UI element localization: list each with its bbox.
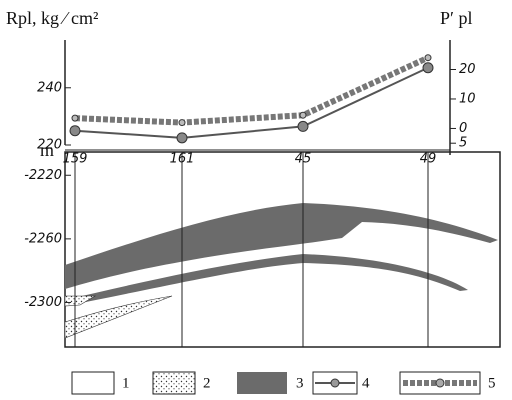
y-tick-label: 240: [37, 80, 62, 95]
series-point: [70, 126, 80, 136]
y2-tick-label: 10: [459, 91, 476, 106]
legend-label: 3: [296, 375, 304, 391]
series-line: [75, 58, 428, 123]
legend-label: 5: [488, 375, 496, 391]
y-tick-label: -2220: [24, 168, 62, 183]
legend-swatch: [237, 372, 287, 394]
series-point: [177, 133, 187, 143]
y2-tick-label: 20: [459, 62, 476, 77]
series-point: [72, 115, 78, 121]
y2-axis-title: P′ pl: [440, 8, 472, 28]
legend-swatch: [400, 372, 480, 394]
series-point: [423, 63, 433, 73]
y2-tick-label: 5: [459, 136, 467, 151]
x-tick-label: 49: [420, 152, 437, 167]
legend-label: 4: [362, 375, 370, 391]
legend-label: 1: [122, 375, 130, 391]
x-tick-label: 159: [63, 152, 88, 167]
series-point: [298, 121, 308, 131]
y2-tick-label: 0: [459, 121, 467, 136]
y-axis-title: Rpl, kg ⁄ cm²: [6, 8, 98, 28]
y-tick-label: -2300: [24, 295, 62, 310]
legend-swatch: [72, 372, 114, 394]
x-tick-label: 45: [295, 152, 312, 167]
legend-label: 2: [203, 375, 211, 391]
series-line: [75, 68, 428, 138]
legend-swatch: [153, 372, 195, 394]
series-point: [179, 120, 185, 126]
y-tick-label: -2260: [24, 231, 62, 246]
section: [65, 152, 500, 347]
series-point: [425, 55, 431, 61]
y-tick-label: 220: [37, 138, 62, 153]
series-point: [300, 112, 306, 118]
legend-swatch: [313, 372, 357, 394]
figure: 1 2 3 4 5 Rpl, kg ⁄ cm² P′ pl m 22024020…: [0, 0, 512, 400]
x-tick-label: 161: [170, 152, 195, 167]
